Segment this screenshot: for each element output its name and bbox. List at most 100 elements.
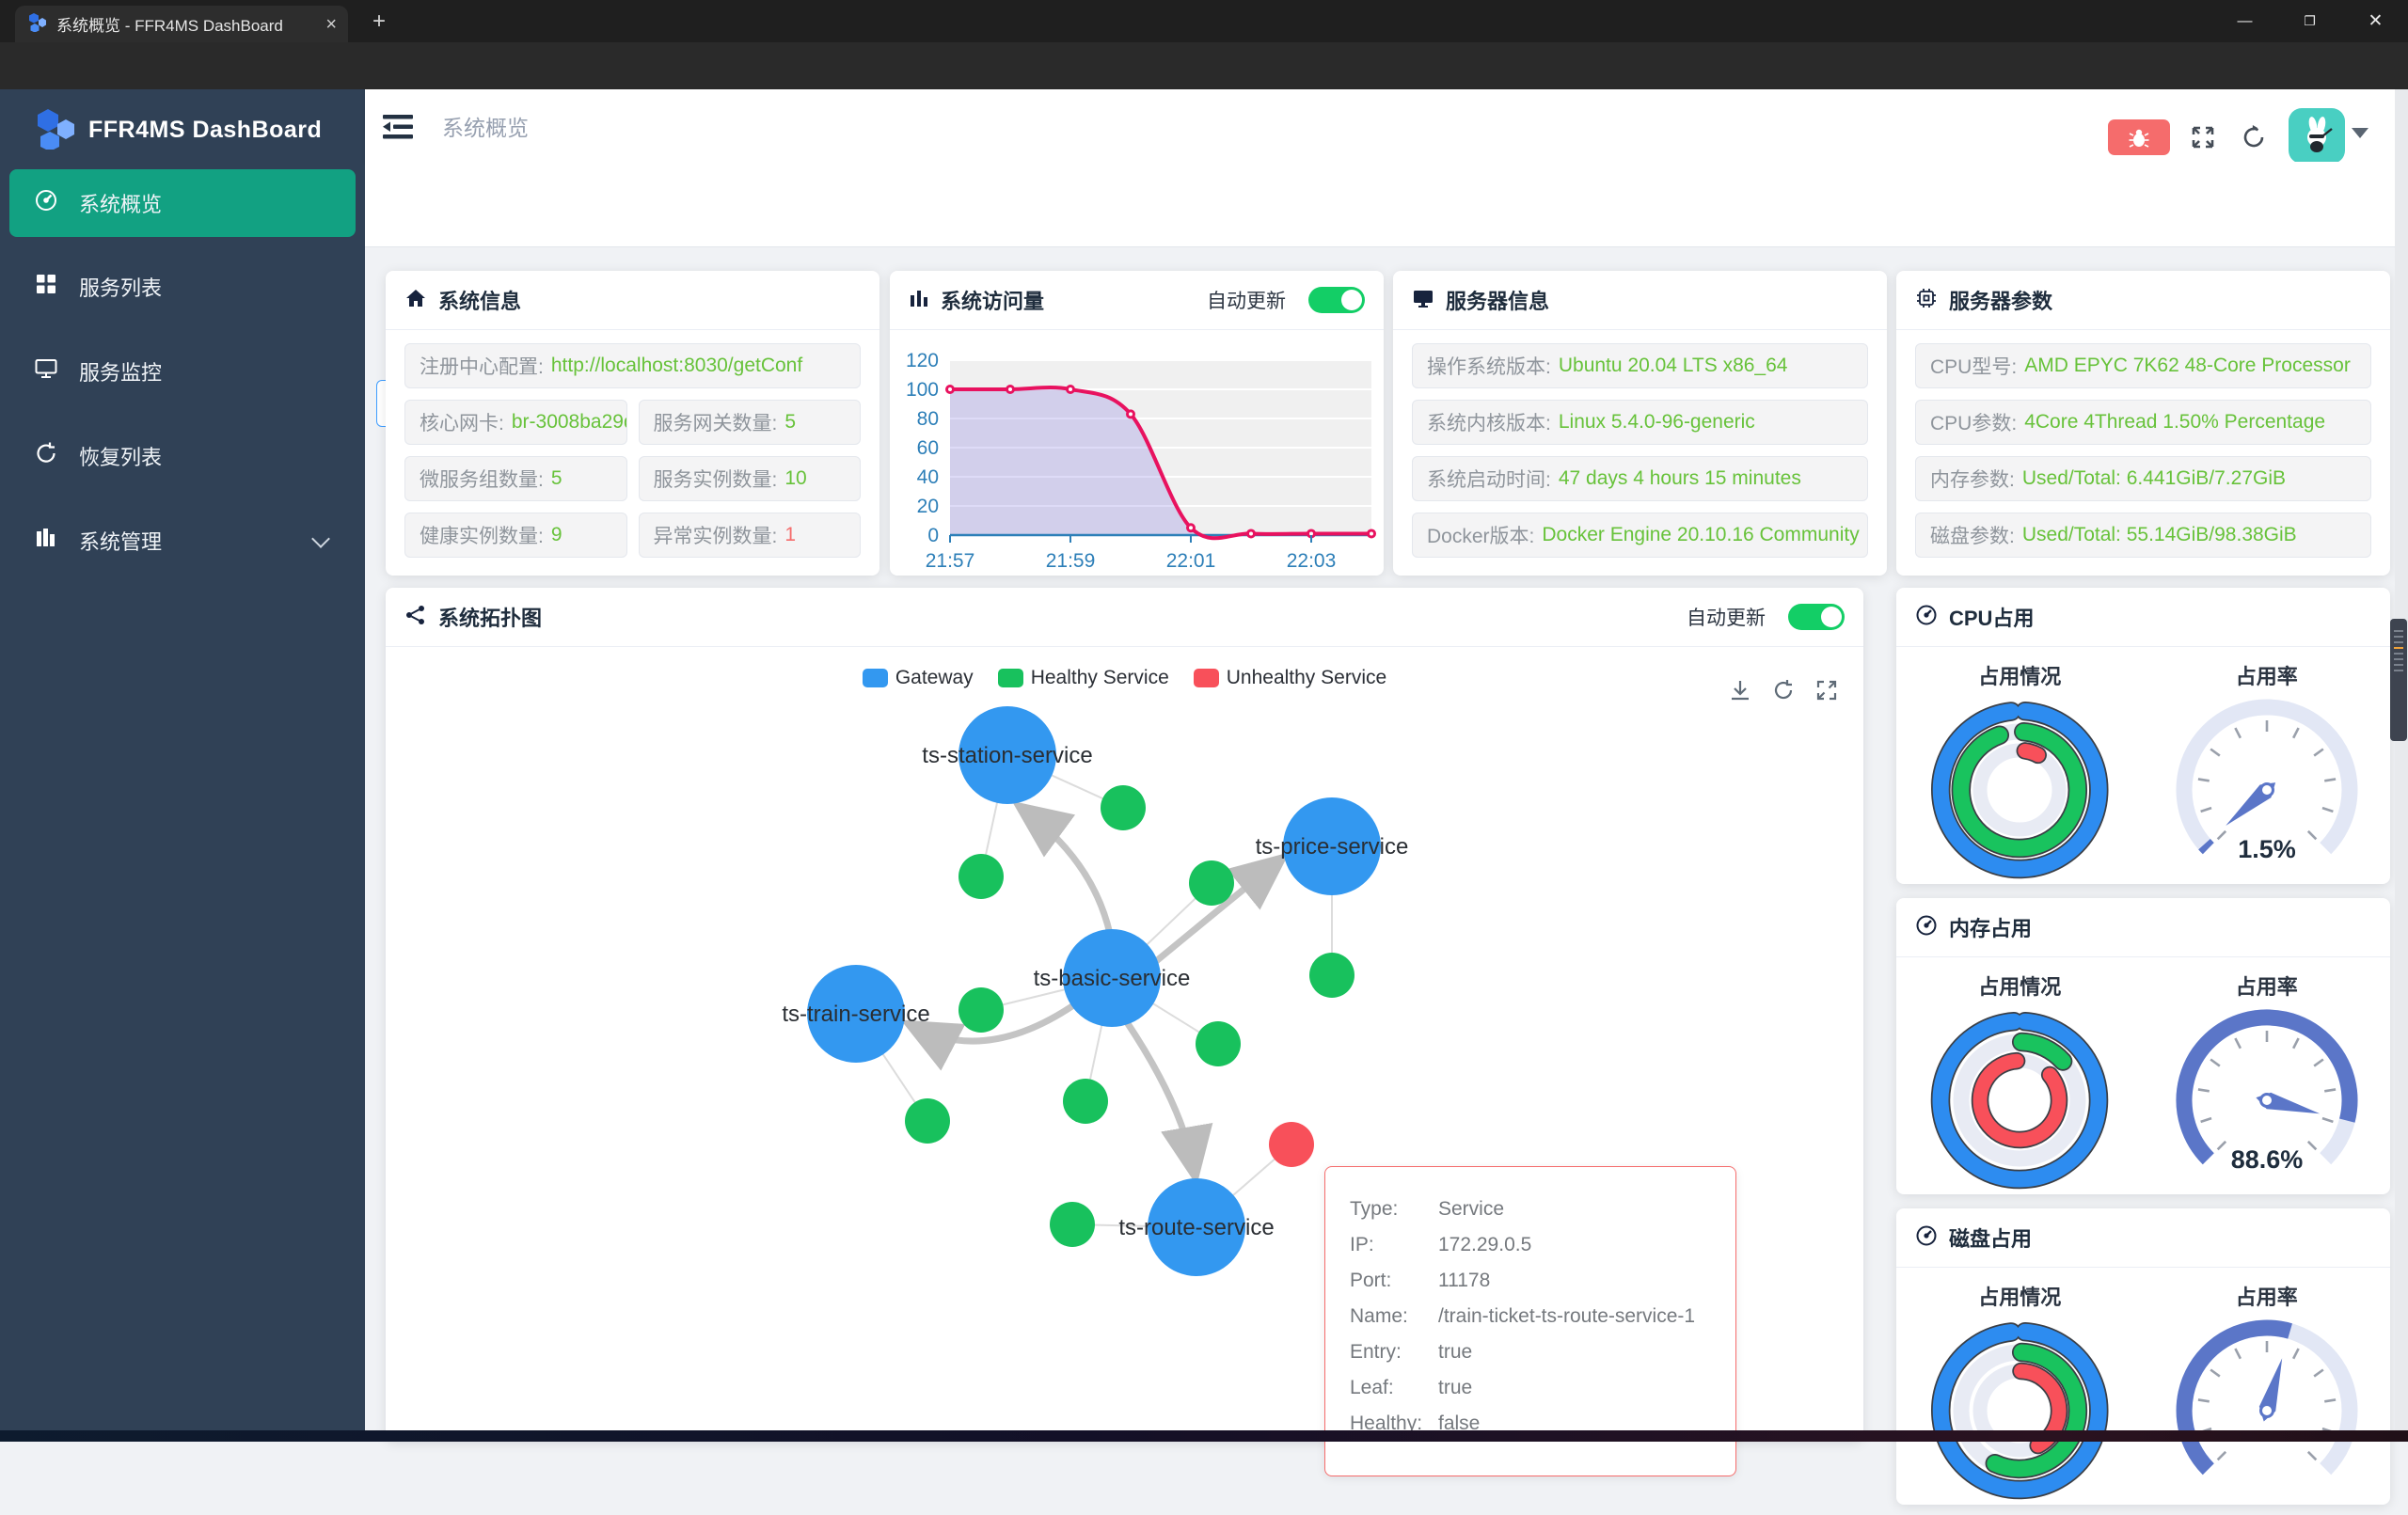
healthy-service-node[interactable] xyxy=(1196,1021,1241,1066)
fullscreen-icon[interactable] xyxy=(2186,120,2220,154)
svg-text:ts-station-service: ts-station-service xyxy=(922,743,1092,768)
info-field-label: Docker版本: xyxy=(1427,526,1535,547)
svg-text:ts-train-service: ts-train-service xyxy=(782,1002,929,1027)
user-avatar[interactable] xyxy=(2289,108,2345,164)
expand-icon[interactable] xyxy=(1814,678,1839,707)
auto-update-toggle[interactable] xyxy=(1308,287,1365,313)
tooltip-label: Port: xyxy=(1350,1270,1392,1291)
healthy-service-node[interactable] xyxy=(1050,1202,1095,1247)
window-maximize-button[interactable]: ❐ xyxy=(2304,13,2316,28)
sidebar-item-2[interactable]: 服务列表 xyxy=(0,253,365,321)
info-field: CPU型号: AMD EPYC 7K62 48-Core Processor xyxy=(1915,343,2371,388)
tooltip-row: Leaf: true xyxy=(1350,1370,1711,1406)
info-field-value: br-3008ba29defa xyxy=(511,411,626,433)
healthy-service-node[interactable] xyxy=(1063,1079,1108,1124)
bug-report-button[interactable] xyxy=(2108,119,2170,155)
tooltip-row: Port: 11178 xyxy=(1350,1263,1711,1299)
info-field: 健康实例数量: 9 xyxy=(404,513,627,558)
info-field-value: 4Core 4Thread 1.50% Percentage xyxy=(2024,411,2326,433)
legend-swatch xyxy=(1193,669,1219,687)
usage-donut-chart xyxy=(1931,1321,2109,1500)
legend-swatch xyxy=(862,669,888,687)
legend-label: Healthy Service xyxy=(1030,667,1169,688)
app-logo[interactable]: FFR4MS DashBoard xyxy=(0,89,365,170)
scrollbar-thumb[interactable] xyxy=(2390,619,2407,741)
tab-close-icon[interactable]: × xyxy=(325,13,337,35)
page-tabs: 系统概览服务监控 xyxy=(376,190,666,427)
tooltip-row: IP: 172.29.0.5 xyxy=(1350,1227,1711,1263)
info-field-value: Docker Engine 20.10.16 Community xyxy=(1542,524,1860,545)
tooltip-row: Type: Service xyxy=(1350,1191,1711,1227)
traffic-chart: 0 20 40 60 80 100 120 21:57 21:59 22:01 22:03 xyxy=(906,350,1376,572)
auto-update-toggle[interactable] xyxy=(1788,604,1845,630)
cpu-usage-card: CPU占用 占用情况 占用率 1.5% xyxy=(1896,588,2390,884)
legend-item[interactable]: Gateway xyxy=(862,667,974,689)
healthy-service-node[interactable] xyxy=(1309,953,1354,998)
healthy-service-node[interactable] xyxy=(1189,860,1234,906)
download-icon[interactable] xyxy=(1728,678,1752,707)
sidebar-item-1[interactable]: 系统概览 xyxy=(9,169,356,237)
info-field: 磁盘参数: Used/Total: 55.14GiB/98.38GiB xyxy=(1915,513,2371,558)
window-minimize-button[interactable]: — xyxy=(2237,12,2253,29)
info-field-value: Linux 5.4.0-96-generic xyxy=(1558,411,1755,433)
usage-gauge-chart xyxy=(2176,1319,2358,1476)
hamburger-icon[interactable] xyxy=(380,112,418,142)
info-field-value: 10 xyxy=(784,467,807,489)
browser-tab[interactable]: 系统概览 - FFR4MS DashBoard × xyxy=(15,6,348,42)
info-field-value: 5 xyxy=(550,467,562,489)
gateway-node[interactable] xyxy=(807,965,905,1063)
info-field-value: Used/Total: 6.441GiB/7.27GiB xyxy=(2021,467,2287,489)
window-close-button[interactable]: ✕ xyxy=(2368,11,2384,31)
svg-text:ts-route-service: ts-route-service xyxy=(1118,1215,1274,1240)
legend-item[interactable]: Unhealthy Service xyxy=(1193,667,1386,689)
svg-text:60: 60 xyxy=(917,437,939,459)
unhealthy-service-node[interactable] xyxy=(1269,1122,1314,1167)
tooltip-value: 172.29.0.5 xyxy=(1438,1234,1532,1255)
info-field-label: 健康实例数量: xyxy=(420,526,544,547)
user-menu-caret-icon[interactable] xyxy=(2352,128,2368,138)
new-tab-button[interactable]: + xyxy=(372,8,386,34)
info-field: 操作系统版本: Ubuntu 20.04 LTS x86_64 xyxy=(1412,343,1868,388)
refresh-icon[interactable] xyxy=(2237,120,2271,154)
usage-gauge-chart: 88.6% xyxy=(2176,1009,2358,1174)
taskbar-edge xyxy=(0,1430,2408,1442)
sidebar xyxy=(0,89,365,1430)
donut-label: 占用情况 xyxy=(1978,665,2062,688)
gateway-node[interactable] xyxy=(1283,797,1381,895)
svg-text:88.6%: 88.6% xyxy=(2230,1145,2303,1174)
usage-donut-chart xyxy=(1931,1011,2109,1190)
healthy-service-node[interactable] xyxy=(905,1098,950,1144)
server-info-card: 服务器信息 操作系统版本: Ubuntu 20.04 LTS x86_64 系统内核… xyxy=(1393,271,1887,576)
sidebar-item-5[interactable]: 系统管理 xyxy=(0,507,365,575)
info-field-label: 异常实例数量: xyxy=(653,526,778,547)
gateway-node[interactable] xyxy=(1063,929,1161,1027)
monitor-solid-icon xyxy=(1412,287,1434,314)
sidebar-item-label: 系统管理 xyxy=(79,530,163,554)
traffic-card: 系统访问量 自动更新 0 20 40 60 80 100 120 21:57 21:59 22:0… xyxy=(890,271,1384,576)
healthy-service-node[interactable] xyxy=(958,987,1004,1033)
info-field: 服务实例数量: 10 xyxy=(638,456,861,501)
browser-toolbar: ← ↻ ⌂ localhost:9528/#/index A) ☆+ ↶ ⇄ E… xyxy=(0,42,2408,126)
gateway-node[interactable] xyxy=(958,706,1056,804)
info-field-label: 服务实例数量: xyxy=(653,469,778,491)
svg-text:ts-price-service: ts-price-service xyxy=(1256,834,1409,860)
healthy-service-node[interactable] xyxy=(1101,785,1146,830)
sidebar-item-label: 服务列表 xyxy=(79,276,163,300)
sidebar-item-4[interactable]: 恢复列表 xyxy=(0,422,365,490)
topology-graph[interactable]: ts-station-service ts-price-service ts-bas… xyxy=(386,588,1863,1442)
scrollbar-track[interactable] xyxy=(2395,89,2408,1430)
sidebar-item-3[interactable]: 服务监控 xyxy=(0,338,365,405)
sync-icon[interactable] xyxy=(1771,678,1796,707)
topology-legend: Gateway Healthy Service Unhealthy Service xyxy=(862,667,1386,689)
legend-item[interactable]: Healthy Service xyxy=(997,667,1169,689)
tooltip-label: Healthy: xyxy=(1350,1412,1423,1434)
healthy-service-node[interactable] xyxy=(958,854,1004,899)
recover-icon xyxy=(34,441,58,471)
info-field-value: 47 days 4 hours 15 minutes xyxy=(1558,467,1801,489)
info-field: 微服务组数量: 5 xyxy=(404,456,627,501)
auto-update-label: 自动更新 xyxy=(1207,291,1286,312)
gauge-label: 占用率 xyxy=(2235,975,2298,999)
page-tabs-row xyxy=(365,162,2408,247)
gateway-node[interactable] xyxy=(1148,1178,1245,1276)
logo-icon xyxy=(32,106,75,154)
